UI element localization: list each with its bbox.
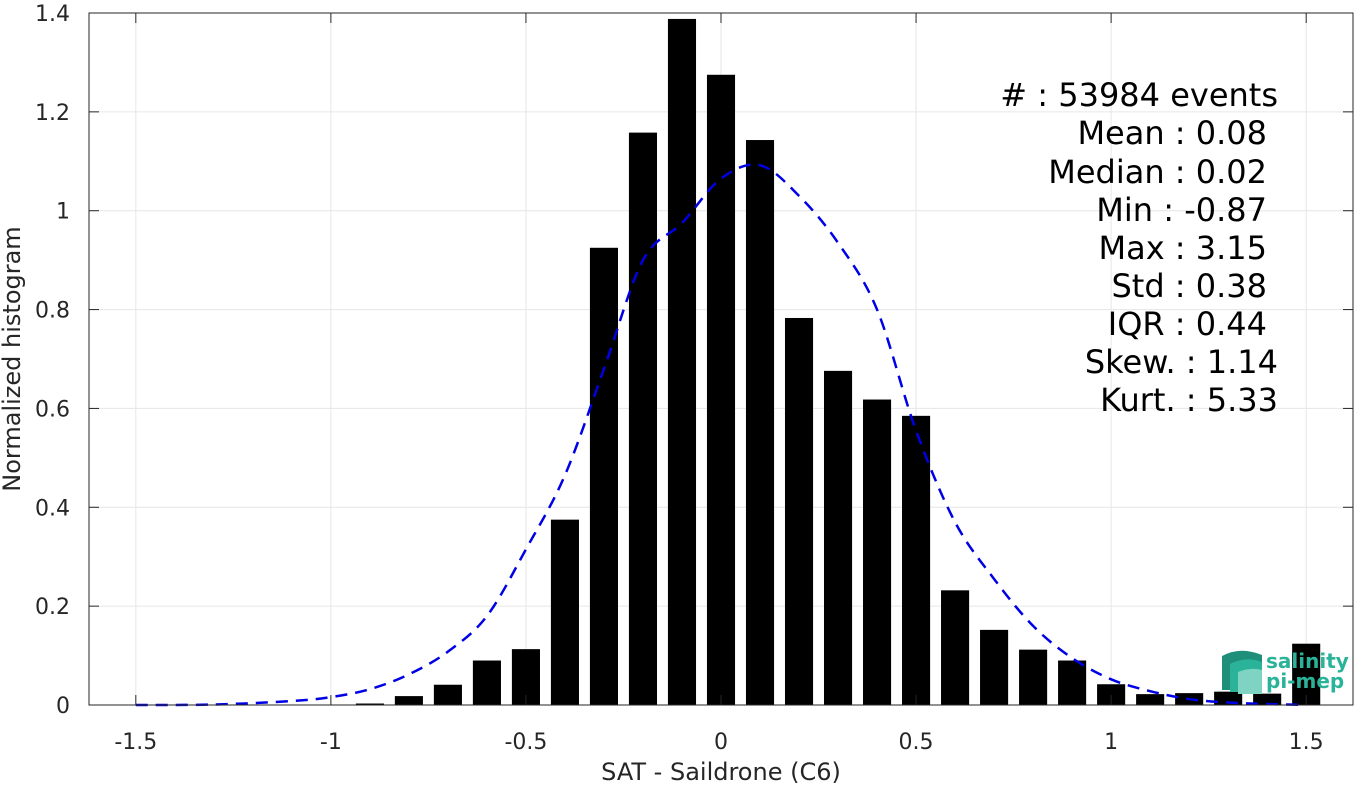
y-tick-label: 0.4 (35, 496, 70, 521)
stat-std: Std : 0.38 (1111, 267, 1267, 305)
stat-iqr: IQR : 0.44 (1108, 305, 1267, 343)
histogram-bar (1292, 643, 1321, 705)
logo-line-pi-mep: pi-mep (1266, 669, 1344, 693)
y-tick-label: 0 (56, 694, 70, 719)
histogram-bar (628, 132, 658, 706)
x-axis-label: SAT - Saildrone (C6) (601, 758, 841, 785)
x-tick-labels: -1.5 -1 -0.5 0 0.5 1 1.5 (114, 730, 1323, 755)
y-axis-label: Normalized histogram (0, 226, 26, 491)
stat-max: Max : 3.15 (1098, 229, 1267, 267)
histogram-bar (706, 74, 736, 706)
histogram-bar (550, 519, 579, 705)
histogram-bar (472, 660, 501, 705)
logo-line-salinity: salinity (1266, 649, 1349, 673)
x-tick-label: 0 (714, 730, 728, 755)
x-tick-label: 0.5 (899, 730, 934, 755)
stat-kurt: Kurt. : 5.33 (1100, 381, 1278, 419)
x-tick-label: 1.5 (1289, 730, 1324, 755)
y-tick-label: 0.6 (35, 397, 70, 422)
histogram-bar (1253, 693, 1282, 705)
y-tick-label: 1.4 (35, 2, 70, 27)
histogram-bar (823, 370, 853, 705)
histogram-bar (1136, 694, 1165, 705)
wave-logo-icon (1222, 650, 1262, 694)
histogram-bar (1058, 660, 1087, 705)
y-tick-label: 0.8 (35, 299, 70, 324)
x-tick-label: -1.5 (114, 730, 157, 755)
stat-median: Median : 0.02 (1048, 153, 1267, 191)
histogram-bar (589, 247, 619, 706)
histogram-bar (1019, 649, 1048, 705)
histogram-bar (1097, 684, 1126, 705)
salinity-pi-mep-logo: salinity pi-mep (1222, 649, 1349, 694)
histogram-bar (667, 18, 697, 705)
histogram-bar (980, 629, 1009, 705)
histogram-bar (784, 317, 814, 705)
histogram-bar (433, 684, 462, 705)
stat-min: Min : -0.87 (1096, 191, 1267, 229)
histogram-bar (902, 415, 931, 705)
normal-fit-curve (135, 163, 1307, 707)
stat-skew: Skew. : 1.14 (1085, 343, 1278, 381)
histogram-bar (941, 590, 970, 705)
bars (355, 18, 1321, 706)
histogram-bar (394, 696, 423, 705)
histogram-bar (355, 703, 384, 705)
histogram-bar (1214, 691, 1243, 705)
y-tick-labels: 0 0.2 0.4 0.6 0.8 1 1.2 1.4 (35, 2, 70, 719)
histogram-bar (863, 399, 892, 705)
stat-mean: Mean : 0.08 (1077, 114, 1267, 152)
x-tick-label: -0.5 (504, 730, 547, 755)
normal-fit-line (135, 163, 1307, 707)
y-tick-label: 0.2 (35, 595, 70, 620)
statistics-box: # : 53984 events Mean : 0.08 Median : 0.… (1000, 76, 1278, 419)
y-tick-label: 1.2 (35, 101, 70, 126)
y-tick-label: 1 (56, 200, 70, 225)
x-tick-label: -1 (320, 730, 342, 755)
histogram-bar (745, 140, 775, 705)
x-tick-label: 1 (1104, 730, 1118, 755)
stat-events: # : 53984 events (1000, 76, 1278, 114)
axis-ticks (89, 12, 1353, 706)
